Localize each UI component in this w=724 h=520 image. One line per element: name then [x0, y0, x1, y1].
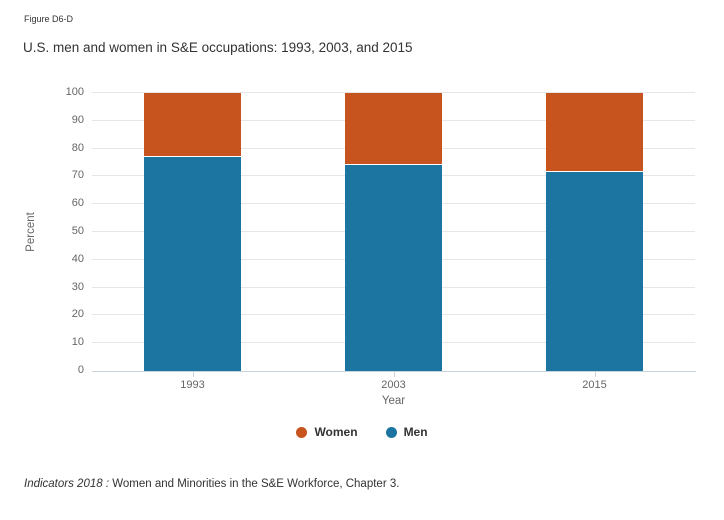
y-tick-label: 0 [77, 364, 84, 376]
gridline [92, 92, 695, 93]
chart-title: U.S. men and women in S&E occupations: 1… [23, 40, 413, 55]
x-tick-label-2003: 2003 [381, 379, 406, 391]
y-tick-label: 80 [71, 141, 84, 154]
x-axis-line [92, 371, 696, 372]
bar-segment-women-2003[interactable] [345, 93, 442, 165]
plot-area [92, 92, 695, 371]
y-tick-label: 30 [71, 280, 84, 293]
legend-label-men: Men [403, 425, 428, 439]
x-tick-mark [192, 372, 194, 377]
y-tick-label: 40 [71, 252, 84, 265]
y-tick-label: 60 [71, 197, 84, 210]
y-tick-label: 90 [71, 113, 84, 126]
bar-segment-men-2015[interactable] [546, 172, 643, 371]
bar-segment-women-2015[interactable] [546, 93, 643, 172]
legend-item-men[interactable]: Men [385, 425, 428, 439]
y-tick-label: 10 [71, 336, 84, 349]
legend-label-women: Women [314, 425, 358, 439]
bar-2015 [546, 93, 643, 371]
y-tick-label: 20 [71, 308, 84, 321]
source-note-text: Women and Minorities in the S&E Workforc… [109, 478, 400, 490]
x-tick-mark [393, 372, 395, 377]
x-tick-mark [594, 372, 596, 377]
y-tick-label: 50 [71, 225, 84, 237]
source-note: Indicators 2018 : Women and Minorities i… [24, 478, 399, 490]
y-tick-label: 70 [71, 169, 84, 182]
legend-dot-women [296, 426, 308, 438]
legend-item-women[interactable]: Women [296, 425, 358, 439]
figure-label: Figure D6-D [24, 14, 74, 24]
bar-segment-men-1993[interactable] [144, 156, 241, 371]
x-tick-label-2015: 2015 [582, 379, 607, 391]
bar-2003 [345, 93, 442, 371]
y-tick-label: 100 [65, 86, 84, 98]
legend: Women Men [0, 425, 724, 439]
bar-1993 [144, 93, 241, 371]
source-note-italic: Indicators 2018 : [24, 478, 110, 490]
y-axis-title: Percent [25, 212, 37, 252]
legend-dot-men [385, 426, 397, 438]
bar-segment-men-2003[interactable] [345, 165, 442, 371]
x-tick-label-1993: 1993 [180, 379, 205, 391]
bar-segment-women-1993[interactable] [144, 93, 241, 156]
x-axis-title: Year [381, 395, 406, 407]
